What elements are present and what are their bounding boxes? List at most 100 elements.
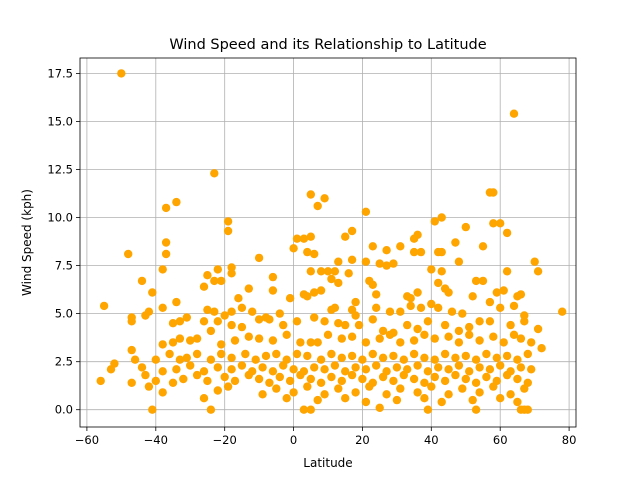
data-point xyxy=(471,276,481,286)
data-point xyxy=(285,376,295,386)
data-point xyxy=(489,382,498,391)
data-point xyxy=(358,355,367,364)
data-point xyxy=(199,317,209,326)
data-point xyxy=(323,330,333,339)
data-point xyxy=(461,374,470,384)
data-point xyxy=(496,303,505,312)
data-point xyxy=(292,317,302,326)
data-point xyxy=(341,320,350,330)
data-point xyxy=(186,336,195,345)
data-point xyxy=(203,271,212,280)
data-point xyxy=(306,338,315,347)
data-point xyxy=(382,390,391,399)
data-point xyxy=(144,382,154,391)
data-point xyxy=(485,297,495,307)
data-point xyxy=(199,282,209,291)
data-point xyxy=(179,374,188,384)
x-tick-label: −20 xyxy=(213,433,237,447)
data-point xyxy=(192,334,202,343)
data-point xyxy=(186,361,195,370)
data-point xyxy=(396,338,405,347)
data-point xyxy=(289,365,298,374)
data-point xyxy=(168,338,178,347)
data-point xyxy=(268,336,278,345)
data-point xyxy=(254,334,264,343)
data-point xyxy=(434,278,443,288)
data-point xyxy=(227,263,236,272)
data-point xyxy=(206,326,216,336)
data-point xyxy=(220,311,229,320)
data-point xyxy=(148,405,157,414)
data-point xyxy=(485,365,495,374)
data-point xyxy=(430,355,439,364)
data-point xyxy=(520,311,529,320)
data-point xyxy=(310,313,319,322)
data-point xyxy=(303,292,312,301)
data-point xyxy=(299,405,309,414)
x-axis-label: Latitude xyxy=(303,456,352,470)
data-point xyxy=(430,217,439,226)
data-point xyxy=(406,301,415,311)
data-point xyxy=(409,336,419,345)
data-point xyxy=(223,217,233,226)
data-point xyxy=(282,330,291,339)
data-point xyxy=(182,353,191,362)
data-point xyxy=(361,207,371,216)
data-point xyxy=(213,317,222,326)
data-point xyxy=(223,382,233,391)
data-point xyxy=(351,388,360,397)
data-point xyxy=(327,274,336,284)
x-tick-label: 40 xyxy=(424,433,439,447)
data-point xyxy=(313,201,322,211)
data-point xyxy=(206,405,216,414)
data-point xyxy=(416,247,426,257)
data-point xyxy=(265,378,274,387)
data-point xyxy=(361,397,371,407)
y-tick-label: 12.5 xyxy=(47,163,73,177)
data-point xyxy=(158,340,167,349)
data-point xyxy=(499,286,508,295)
x-tick-label: −40 xyxy=(144,433,168,447)
data-point xyxy=(537,344,546,353)
data-point xyxy=(458,309,467,318)
data-point xyxy=(220,372,229,382)
data-point xyxy=(502,370,512,380)
data-point xyxy=(423,405,433,414)
data-point xyxy=(334,319,343,328)
data-point xyxy=(127,317,136,326)
data-point xyxy=(296,370,305,380)
data-point xyxy=(399,370,408,380)
data-point xyxy=(168,319,178,328)
data-point xyxy=(227,269,236,278)
data-point xyxy=(440,320,450,330)
data-point xyxy=(396,307,405,316)
data-point xyxy=(513,374,522,384)
x-tick-label: −60 xyxy=(75,433,99,447)
data-point xyxy=(502,267,512,276)
y-tick-label: 10.0 xyxy=(47,211,73,225)
data-point xyxy=(268,272,278,282)
data-point xyxy=(530,257,539,266)
data-point xyxy=(158,367,167,376)
data-point xyxy=(337,376,346,386)
data-point xyxy=(420,353,429,362)
data-point xyxy=(251,355,260,364)
data-point xyxy=(354,320,364,330)
data-point xyxy=(320,365,329,374)
data-point xyxy=(475,336,484,345)
data-point xyxy=(330,361,340,370)
data-point xyxy=(227,353,236,362)
data-point xyxy=(533,324,543,334)
data-point xyxy=(330,267,340,276)
data-point xyxy=(409,234,419,243)
data-point xyxy=(516,290,526,299)
data-point xyxy=(334,257,343,266)
data-point xyxy=(413,324,422,334)
data-point xyxy=(210,169,219,178)
data-point xyxy=(210,276,219,286)
data-point xyxy=(303,382,312,391)
data-point xyxy=(471,355,481,364)
data-point xyxy=(413,361,422,370)
data-point xyxy=(385,330,395,339)
data-point xyxy=(158,303,167,312)
